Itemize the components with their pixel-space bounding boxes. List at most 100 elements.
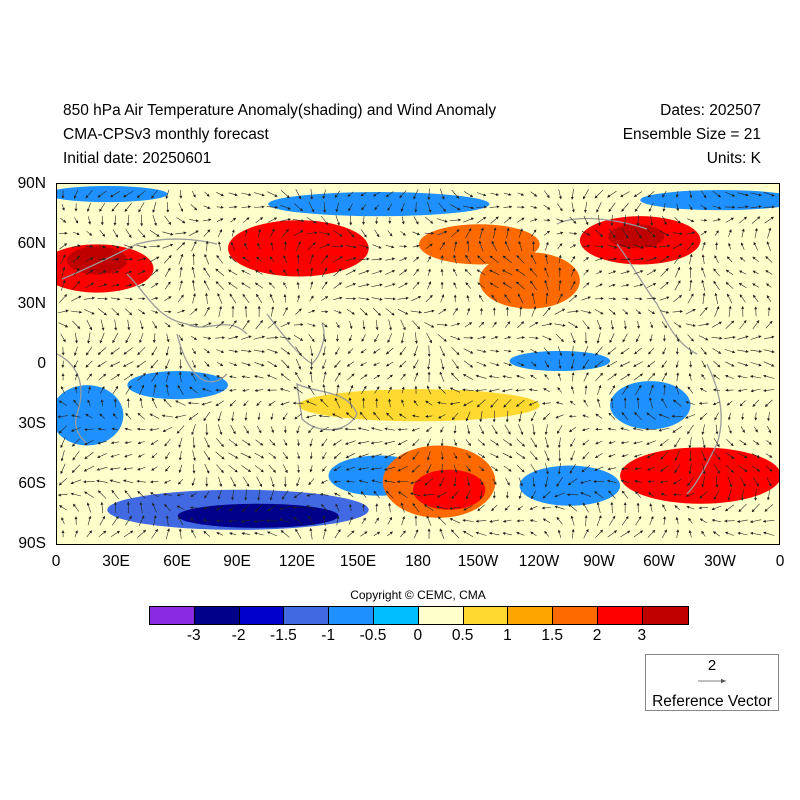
wind-arrow xyxy=(283,255,288,264)
wind-arrow xyxy=(752,270,759,275)
wind-arrow xyxy=(203,450,211,461)
wind-arrow xyxy=(713,463,720,474)
wind-arrow xyxy=(191,190,196,198)
wind-arrow xyxy=(608,441,616,445)
wind-arrow xyxy=(370,441,383,445)
wind-arrow xyxy=(254,362,265,367)
wind-arrow xyxy=(674,464,681,474)
wind-arrow xyxy=(188,412,199,420)
wind-arrow xyxy=(714,412,719,421)
wind-arrow xyxy=(623,397,627,409)
wind-arrow xyxy=(752,283,760,288)
wind-arrow xyxy=(122,361,134,367)
wind-arrow xyxy=(164,215,172,226)
wind-arrow xyxy=(608,228,616,239)
wind-arrow xyxy=(280,347,291,355)
wind-arrow xyxy=(764,504,774,512)
wind-arrow xyxy=(257,242,261,250)
wind-arrow xyxy=(700,218,708,222)
wind-arrow xyxy=(516,452,526,459)
wind-arrow xyxy=(112,270,120,274)
wind-arrow xyxy=(646,269,657,276)
wind-arrow xyxy=(582,244,591,248)
wind-arrow xyxy=(137,453,145,458)
wind-arrow xyxy=(504,240,510,252)
wind-arrow xyxy=(348,334,352,342)
wind-arrow xyxy=(322,384,326,396)
wind-arrow xyxy=(399,190,407,199)
wind-arrow xyxy=(567,478,578,486)
wind-arrow xyxy=(73,189,79,199)
wind-arrow xyxy=(610,214,614,227)
wind-arrow xyxy=(425,216,434,224)
wind-arrow xyxy=(217,411,222,422)
wind-arrow xyxy=(427,528,431,539)
wind-arrow xyxy=(750,349,762,353)
lon-label: 90E xyxy=(223,553,251,570)
wind-arrow xyxy=(322,515,326,526)
wind-arrow xyxy=(649,321,653,329)
wind-arrow xyxy=(728,229,732,237)
wind-arrow xyxy=(453,240,458,252)
wind-arrow xyxy=(72,267,80,277)
wind-arrow xyxy=(413,345,418,357)
wind-arrow xyxy=(371,257,383,261)
wind-arrow xyxy=(528,401,538,406)
wind-arrow xyxy=(60,254,66,265)
wind-arrow xyxy=(150,440,159,445)
wind-arrow xyxy=(254,503,264,512)
wind-arrow xyxy=(672,399,682,407)
wind-arrow xyxy=(217,490,222,500)
wind-arrow xyxy=(111,373,121,381)
wind-arrow xyxy=(753,294,759,303)
wind-arrow xyxy=(166,333,170,343)
wind-arrow xyxy=(86,373,93,381)
wind-arrow xyxy=(632,257,645,261)
wind-arrow xyxy=(243,425,249,434)
wind-arrow xyxy=(216,375,224,379)
wind-arrow xyxy=(192,253,196,265)
wind-arrow xyxy=(766,489,771,501)
units-label: Units: K xyxy=(706,150,761,167)
colorbar-tick-label: 0 xyxy=(413,627,423,644)
wind-arrow xyxy=(73,503,80,512)
wind-arrow xyxy=(100,386,105,394)
wind-arrow xyxy=(741,228,745,238)
wind-arrow xyxy=(634,347,642,355)
wind-arrow xyxy=(320,254,329,264)
wind-arrow xyxy=(517,362,525,366)
wind-arrow xyxy=(270,228,275,238)
wind-arrow xyxy=(270,241,274,251)
wind-arrow xyxy=(100,501,104,514)
wind-arrow xyxy=(84,427,94,431)
coastline-eurasia-north xyxy=(61,238,218,280)
wind-arrow xyxy=(440,358,445,370)
wind-arrow xyxy=(593,480,605,483)
wind-arrow xyxy=(100,215,104,226)
wind-arrow xyxy=(375,216,379,225)
wind-arrow xyxy=(397,427,408,431)
wind-arrow xyxy=(463,336,474,340)
wind-arrow xyxy=(633,270,644,275)
wind-arrow xyxy=(281,490,289,500)
wind-arrow xyxy=(570,450,575,461)
wind-arrow xyxy=(267,388,277,392)
copyright-notice: Copyright © CEMC, CMA xyxy=(350,588,486,602)
colorbar-swatch xyxy=(508,607,554,624)
wind-arrow xyxy=(738,503,747,513)
wind-arrow xyxy=(388,216,392,225)
wind-arrow xyxy=(583,372,589,382)
wind-arrow xyxy=(162,243,174,249)
wind-arrow xyxy=(712,401,721,406)
wind-arrow xyxy=(462,530,474,537)
wind-arrow xyxy=(294,413,303,420)
wind-arrow xyxy=(202,506,211,510)
wind-arrow xyxy=(268,269,275,275)
wind-arrow xyxy=(333,480,341,484)
wind-arrow xyxy=(660,268,669,277)
wind-arrow xyxy=(244,242,248,250)
wind-arrow xyxy=(504,349,512,353)
wind-arrow xyxy=(726,256,733,263)
wind-arrow xyxy=(659,230,670,237)
wind-arrow xyxy=(99,230,106,237)
